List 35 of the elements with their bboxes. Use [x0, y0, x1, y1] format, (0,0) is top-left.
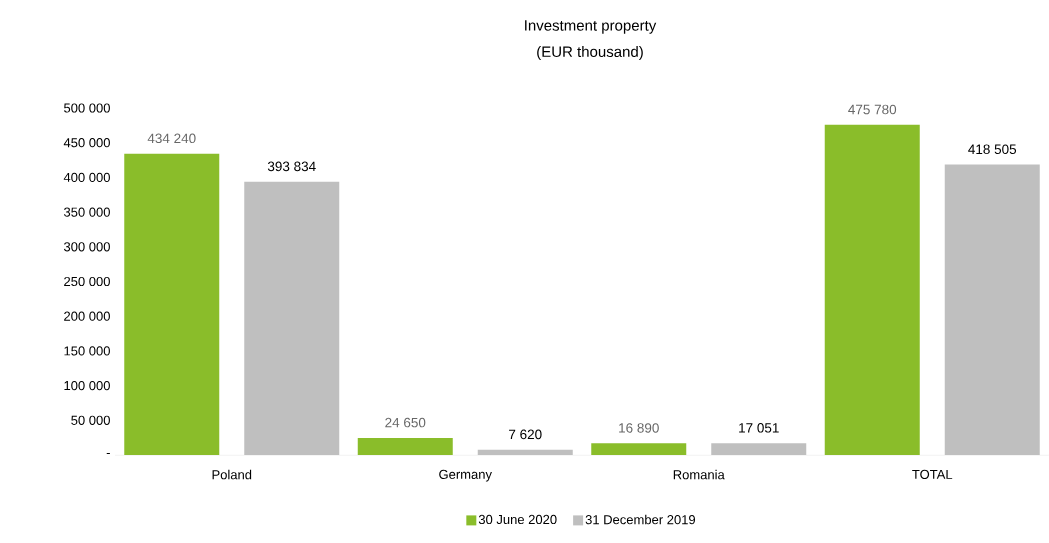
- chart-subtitle: (EUR thousand): [537, 46, 643, 60]
- data-label: 434 240: [147, 133, 196, 144]
- bar: [944, 164, 1040, 455]
- y-tick-label: 400 000: [63, 172, 110, 182]
- data-label: 418 505: [968, 144, 1017, 155]
- y-tick-label: 250 000: [64, 276, 110, 287]
- chart-title: Investment property: [525, 20, 657, 34]
- y-tick-label: 350 000: [63, 207, 110, 217]
- data-label: 24 650: [385, 417, 426, 428]
- x-tick-label: TOTAL: [912, 469, 953, 479]
- x-tick-label: Romania: [673, 469, 725, 480]
- bar: [824, 124, 920, 455]
- y-tick-label: 100 000: [64, 380, 110, 391]
- y-tick-label: 200 000: [64, 311, 110, 321]
- y-tick-label: 450 000: [63, 138, 110, 148]
- y-tick-label: 500 000: [64, 103, 110, 113]
- y-tick-label: 50 000: [71, 415, 110, 425]
- y-tick-label: 150 000: [64, 346, 110, 356]
- y-tick-label: 300 000: [63, 242, 110, 252]
- bar: [124, 153, 220, 455]
- bar: [357, 437, 453, 455]
- bar: [711, 443, 807, 455]
- bar: [591, 443, 687, 455]
- x-tick-label: Germany: [439, 469, 492, 482]
- bar: [244, 181, 340, 455]
- legend-label: 31 December 2019: [585, 514, 696, 525]
- data-label: 16 890: [619, 423, 659, 433]
- data-label: 7 620: [509, 429, 542, 440]
- data-label: 475 780: [848, 104, 897, 115]
- data-label: 17 051: [739, 423, 779, 433]
- bar: [477, 449, 573, 455]
- x-tick-label: Poland: [212, 469, 252, 480]
- data-label: 393 834: [267, 161, 316, 172]
- legend-label: 30 June 2020: [478, 514, 557, 525]
- y-tick-label: -: [106, 453, 110, 455]
